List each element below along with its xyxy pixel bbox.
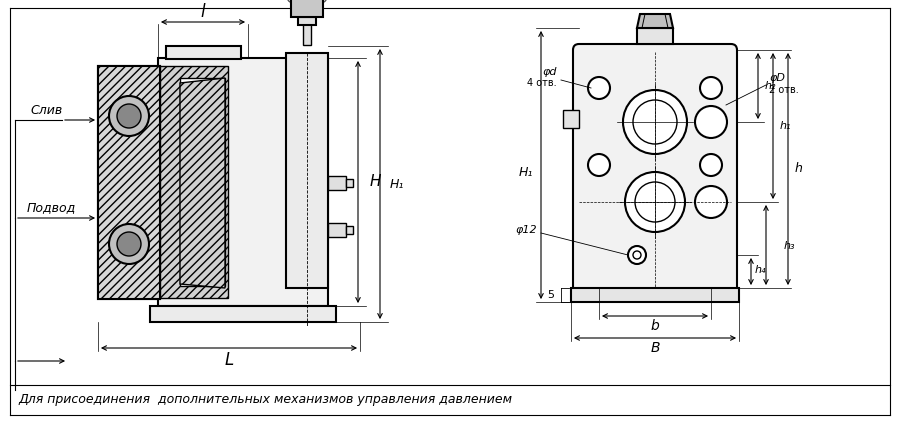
Circle shape [588, 154, 610, 176]
Bar [346, 226, 353, 234]
Bar [98, 66, 160, 299]
Text: φD: φD [769, 73, 785, 83]
Circle shape [117, 104, 141, 128]
Bar [303, 23, 311, 45]
Bar [286, 53, 328, 288]
Bar [166, 46, 241, 59]
Text: H₁: H₁ [518, 167, 533, 179]
Circle shape [695, 106, 727, 138]
Bar [571, 288, 739, 302]
Circle shape [117, 232, 141, 256]
Polygon shape [637, 14, 673, 28]
Bar [150, 306, 336, 322]
Bar [180, 78, 225, 286]
Bar [298, 17, 316, 25]
Text: Слив: Слив [30, 104, 62, 116]
Circle shape [109, 224, 149, 264]
Bar [346, 179, 353, 187]
Bar [328, 176, 346, 190]
Circle shape [633, 251, 641, 259]
Text: L: L [224, 351, 234, 369]
Text: φ12: φ12 [516, 225, 537, 235]
Text: φd: φd [543, 67, 557, 77]
Circle shape [635, 182, 675, 222]
Text: h₃: h₃ [784, 241, 796, 251]
Text: H₁: H₁ [390, 178, 404, 190]
Text: 4 отв.: 4 отв. [527, 78, 557, 88]
Circle shape [700, 77, 722, 99]
Bar [160, 66, 228, 298]
Circle shape [308, 0, 320, 3]
Circle shape [633, 100, 677, 144]
Circle shape [315, 0, 327, 3]
Text: h₂: h₂ [765, 81, 777, 91]
Text: Подвод: Подвод [27, 201, 76, 215]
FancyBboxPatch shape [573, 44, 737, 294]
Circle shape [588, 77, 610, 99]
Text: Для присоединения  дополнительных механизмов управления давлением: Для присоединения дополнительных механиз… [18, 394, 512, 406]
Text: B: B [650, 341, 660, 355]
Circle shape [695, 186, 727, 218]
Text: b: b [651, 319, 660, 333]
Bar [563, 110, 579, 128]
Text: H: H [370, 175, 382, 190]
Bar [98, 66, 160, 299]
Text: h: h [795, 162, 803, 176]
Circle shape [625, 172, 685, 232]
Bar [328, 223, 346, 237]
Circle shape [109, 96, 149, 136]
Bar [291, 0, 323, 17]
Circle shape [287, 0, 299, 3]
Text: l: l [201, 3, 205, 21]
Circle shape [301, 0, 313, 3]
Circle shape [623, 90, 687, 154]
Circle shape [700, 154, 722, 176]
Circle shape [628, 246, 646, 264]
Polygon shape [180, 78, 225, 288]
Text: h₁: h₁ [780, 121, 791, 131]
Text: h₄: h₄ [755, 265, 767, 275]
Bar [158, 58, 328, 306]
Circle shape [294, 0, 306, 3]
Bar [637, 28, 673, 44]
Text: 2 отв.: 2 отв. [769, 85, 799, 95]
Text: 5: 5 [547, 290, 554, 300]
